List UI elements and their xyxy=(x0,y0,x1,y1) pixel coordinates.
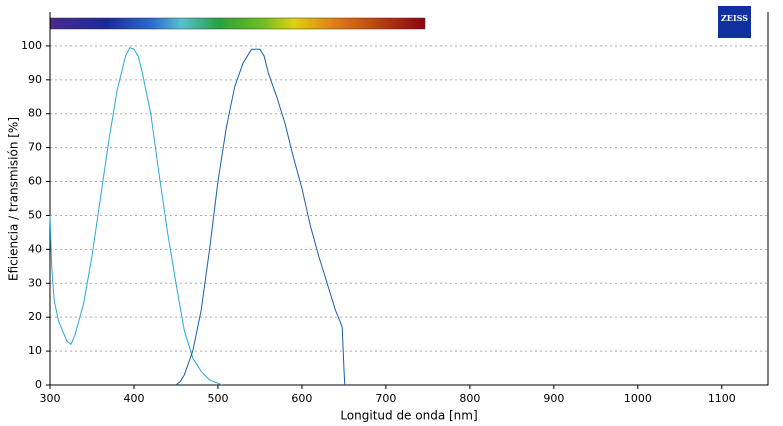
x-tick-label: 600 xyxy=(291,392,312,405)
axis-frame xyxy=(49,12,769,386)
spectrum-line xyxy=(175,48,346,386)
x-tick-label: 500 xyxy=(207,392,228,405)
x-tick-label: 400 xyxy=(123,392,144,405)
y-tick-label: 50 xyxy=(28,208,42,221)
x-tick-label: 900 xyxy=(543,392,564,405)
y-tick-label: 20 xyxy=(28,310,42,323)
logo: ZEISS xyxy=(721,13,748,23)
x-tick-label: 300 xyxy=(40,392,61,405)
x-tick-label: 1100 xyxy=(708,392,736,405)
spectrum-line xyxy=(49,46,223,386)
y-tick-label: 40 xyxy=(28,242,42,255)
y-tick-label: 10 xyxy=(28,344,42,357)
x-axis-label: Longitud de onda [nm] xyxy=(340,409,477,423)
x-tick-label: 1000 xyxy=(624,392,652,405)
y-tick-label: 100 xyxy=(21,39,42,52)
logo-box xyxy=(718,6,751,38)
y-tick-label: 0 xyxy=(35,378,42,391)
y-tick-label: 80 xyxy=(28,107,42,120)
x-tick-label: 800 xyxy=(459,392,480,405)
y-tick-label: 70 xyxy=(28,141,42,154)
spectrum-bar xyxy=(49,17,426,30)
y-tick-label: 60 xyxy=(28,175,42,188)
x-tick-label: 700 xyxy=(375,392,396,405)
y-axis-label: Eficiencia / transmisión [%] xyxy=(7,117,21,281)
y-tick-label: 90 xyxy=(28,73,42,86)
y-tick-label: 30 xyxy=(28,276,42,289)
